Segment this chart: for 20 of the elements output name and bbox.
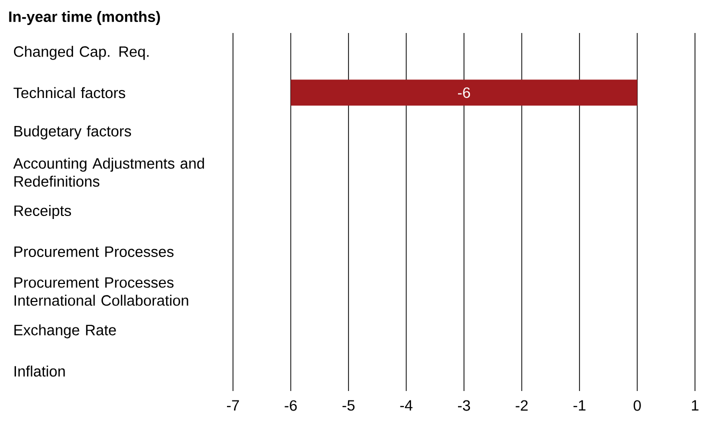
y-tick-label: Technical factors: [14, 87, 126, 98]
y-tick-label: Procurement Processes International Collaboration: [14, 277, 188, 306]
x-tick-label: -3: [458, 400, 470, 411]
y-tick-label: Receipts: [14, 205, 71, 219]
y-tick-label: Budgetary factors: [14, 125, 132, 140]
y-tick-label: Inflation: [14, 366, 65, 377]
y-tick-label: Changed Cap. Req.: [14, 46, 149, 60]
y-tick-label: Procurement Processes: [14, 246, 174, 258]
y-tick-label: Accounting Adjustments and Redefinitions: [13, 158, 204, 187]
text: In-year time (months): [9, 11, 160, 25]
x-tick-label: -6: [284, 400, 297, 411]
x-tick-label: -7: [227, 400, 239, 411]
x-tick-label: 0: [634, 400, 641, 411]
x-tick-label: -1: [574, 400, 586, 411]
x-tick-label: 1: [692, 400, 698, 411]
y-tick-label: Exchange Rate: [14, 324, 116, 338]
data-label: -6: [458, 87, 470, 98]
x-tick-label: -5: [342, 400, 355, 411]
x-tick-label: -2: [516, 400, 528, 411]
x-tick-label: -4: [400, 400, 412, 411]
